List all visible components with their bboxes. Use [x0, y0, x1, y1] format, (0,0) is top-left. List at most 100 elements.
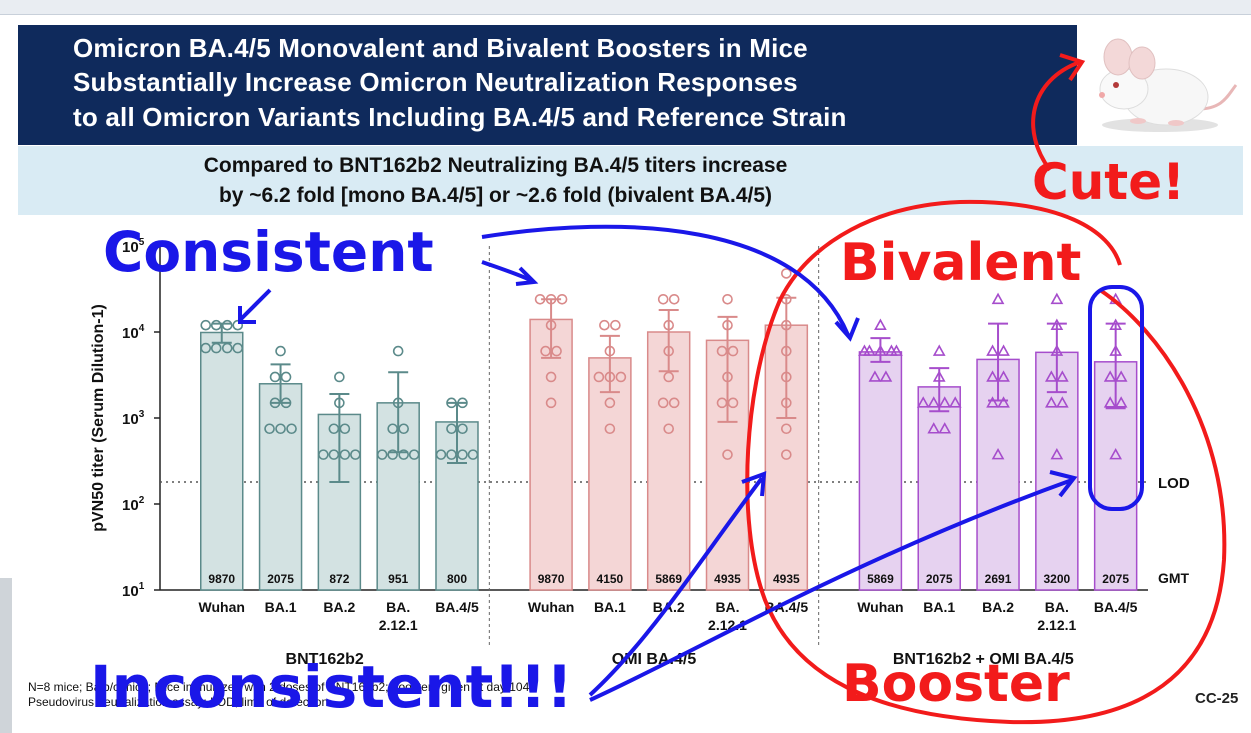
group-name: BNT162b2 [286, 651, 364, 668]
data-point [781, 449, 792, 460]
data-point [534, 294, 546, 305]
x-category-label: BA.1 [923, 599, 955, 615]
gmt-label: GMT [1158, 570, 1190, 586]
data-point [604, 345, 616, 357]
data-point [932, 344, 946, 356]
data-point [604, 423, 616, 435]
gmt-value: 4150 [597, 572, 624, 586]
gmt-value: 4935 [773, 572, 800, 586]
data-point [1055, 370, 1069, 382]
data-point [1050, 447, 1064, 460]
data-point [657, 294, 669, 305]
red-circle-stroke [745, 199, 1227, 725]
data-point [221, 319, 233, 331]
blue-arrowhead-4 [741, 471, 767, 497]
data-point [1055, 396, 1069, 408]
x-category-label: BA. [1045, 599, 1069, 615]
data-point [727, 345, 739, 357]
data-point [599, 319, 610, 331]
mouse-illustration [1099, 38, 1238, 132]
data-point [376, 449, 388, 460]
annotation-cute: Cute! [1032, 153, 1185, 211]
data-point [275, 423, 286, 435]
gmt-value: 951 [388, 572, 408, 586]
data-point [863, 344, 876, 356]
bar [200, 331, 244, 591]
data-point [938, 396, 952, 408]
data-point [286, 423, 297, 435]
blue-arrow-wuhan-3 [481, 224, 850, 336]
data-point [1044, 396, 1058, 408]
data-point [997, 396, 1010, 408]
gmt-value: 2691 [985, 572, 1012, 586]
data-point [604, 397, 616, 409]
annotation-consistent: Consistent [103, 220, 434, 284]
data-point [334, 371, 345, 383]
data-point [545, 294, 557, 305]
data-point [781, 423, 792, 435]
data-point [545, 397, 557, 409]
lod-label: LOD [1158, 475, 1190, 492]
blue-arrowhead-5 [1049, 470, 1078, 498]
data-point [339, 423, 351, 435]
data-point [916, 396, 930, 408]
data-point [1044, 370, 1058, 382]
data-point [210, 342, 222, 354]
data-point [727, 397, 739, 409]
data-point [991, 447, 1005, 460]
y-tick-exponent: 1 [139, 581, 145, 592]
x-category-label: BA. [715, 599, 739, 615]
x-category-label: Wuhan [528, 599, 574, 615]
data-point [868, 370, 882, 382]
group-name: OMI BA.4/5 [612, 651, 697, 668]
data-point [435, 449, 447, 460]
x-category-label: Wuhan [199, 599, 245, 615]
data-point [722, 449, 733, 460]
data-point [221, 342, 233, 354]
y-tick-exponent: 2 [139, 495, 145, 506]
data-point [350, 449, 361, 460]
data-point [210, 319, 222, 331]
data-point [387, 423, 398, 435]
data-point [663, 345, 675, 357]
data-point [1050, 292, 1064, 305]
blue-arrowhead-1 [238, 306, 256, 324]
data-point [392, 397, 404, 409]
data-point [551, 345, 562, 357]
data-point [457, 423, 468, 435]
data-point [986, 344, 999, 356]
data-point [668, 397, 680, 409]
data-point [927, 422, 941, 434]
data-point [457, 449, 468, 460]
data-point [890, 344, 903, 356]
bar [917, 386, 961, 591]
subtitle-line-2: by ~6.2 fold [mono BA.4/5] or ~2.6 fold … [218, 184, 773, 207]
data-point [339, 449, 351, 460]
data-point [991, 292, 1005, 305]
gmt-value: 9870 [208, 572, 235, 586]
data-point [1109, 447, 1123, 460]
data-point [232, 342, 244, 354]
data-point [556, 294, 568, 305]
data-point [604, 371, 616, 383]
data-point [879, 370, 893, 382]
data-point [1103, 370, 1117, 382]
y-axis-label: pVN50 titer (Serum Dilution-1) [90, 304, 107, 532]
data-point [269, 371, 281, 383]
x-category-label: 2.12.1 [379, 617, 418, 633]
data-point [663, 371, 675, 383]
data-point [275, 345, 286, 357]
data-point [781, 268, 792, 279]
data-point [1103, 396, 1117, 408]
data-point [318, 449, 329, 460]
data-point [997, 344, 1010, 356]
blue-arrow-inconsistent-1 [588, 476, 764, 697]
y-tick-exponent: 5 [139, 237, 145, 248]
x-category-label: BA.4/5 [435, 599, 479, 615]
data-point [446, 423, 457, 435]
bar [588, 357, 632, 591]
footnote-line-2: Pseudovirus neutralization assay; LOD, l… [28, 695, 329, 709]
